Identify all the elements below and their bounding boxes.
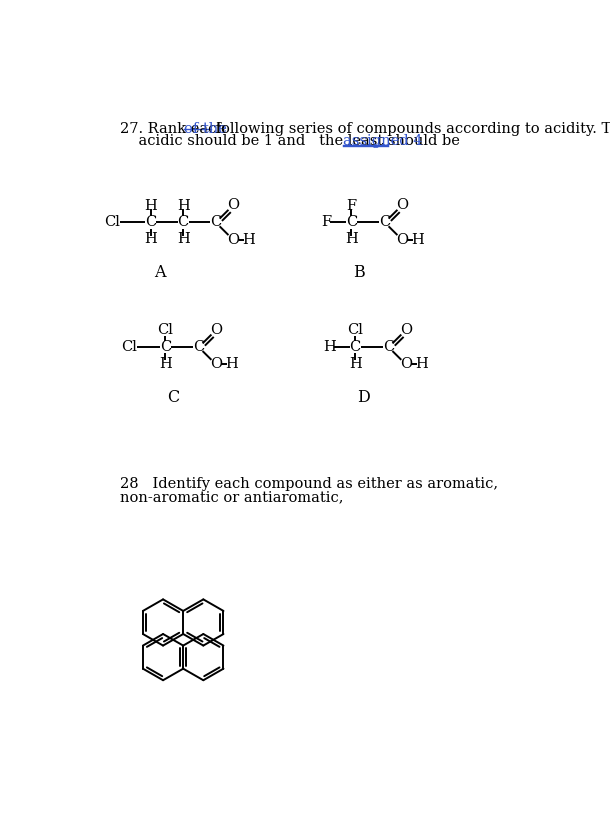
Text: acidic should be 1 and   the least should be: acidic should be 1 and the least should … <box>120 134 465 148</box>
Text: H: H <box>411 233 424 247</box>
Text: H: H <box>177 233 190 246</box>
Text: O: O <box>227 198 239 213</box>
Text: 27. Rank each: 27. Rank each <box>120 122 231 135</box>
Text: O: O <box>400 323 412 337</box>
Text: H: H <box>323 340 336 354</box>
Text: H: H <box>242 233 255 247</box>
Text: B: B <box>353 264 365 281</box>
Text: Cl: Cl <box>347 323 363 337</box>
Text: A: A <box>154 264 166 281</box>
Text: O: O <box>396 198 408 213</box>
Text: C: C <box>160 340 171 354</box>
Text: O: O <box>396 233 408 247</box>
Text: assigned 4: assigned 4 <box>343 134 422 148</box>
Text: D: D <box>357 389 370 406</box>
Text: C: C <box>350 340 361 354</box>
Text: C: C <box>193 340 204 354</box>
Text: H: H <box>177 198 190 213</box>
Text: H: H <box>159 357 172 371</box>
Text: H: H <box>145 233 157 246</box>
Text: O: O <box>210 323 222 337</box>
Text: H: H <box>349 357 362 371</box>
Text: C: C <box>178 215 189 229</box>
Text: H: H <box>225 358 238 371</box>
Text: O: O <box>227 233 239 247</box>
Text: Cl: Cl <box>157 323 173 337</box>
Text: H: H <box>145 198 157 213</box>
Text: O: O <box>210 358 222 371</box>
Text: Cl: Cl <box>121 340 137 354</box>
Text: C: C <box>167 389 179 406</box>
Text: F: F <box>321 215 331 229</box>
Text: C: C <box>145 215 156 229</box>
Text: C: C <box>210 215 221 229</box>
Text: of the: of the <box>184 122 227 135</box>
Text: H: H <box>345 233 357 246</box>
Text: H: H <box>415 358 428 371</box>
Text: C: C <box>383 340 394 354</box>
Text: F: F <box>346 198 356 213</box>
Text: Cl: Cl <box>104 215 120 229</box>
Text: following series of compounds according to acidity. The most: following series of compounds according … <box>211 122 610 135</box>
Text: C: C <box>379 215 390 229</box>
Text: 28   Identify each compound as either as aromatic,: 28 Identify each compound as either as a… <box>120 477 498 491</box>
Text: non-aromatic or antiaromatic,: non-aromatic or antiaromatic, <box>120 491 344 504</box>
Text: O: O <box>400 358 412 371</box>
Text: C: C <box>346 215 357 229</box>
